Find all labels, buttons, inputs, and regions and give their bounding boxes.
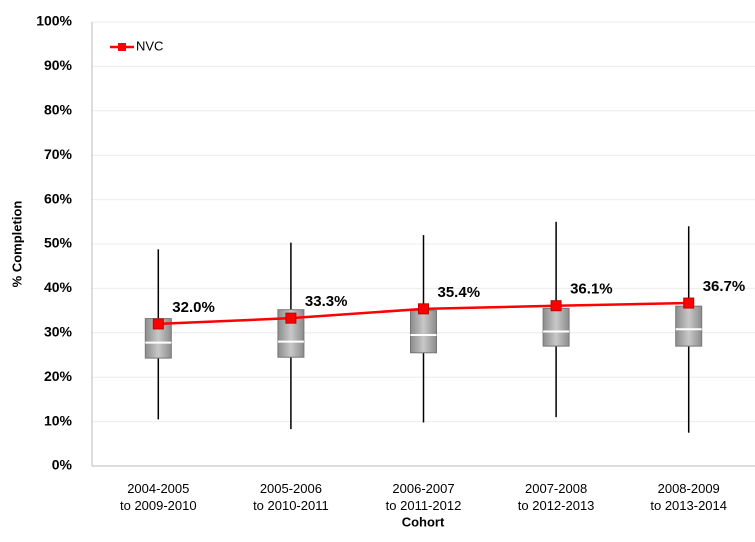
x-axis-label: Cohort bbox=[402, 514, 445, 529]
y-tick-label: 100% bbox=[36, 13, 72, 29]
box bbox=[675, 305, 703, 347]
y-tick-label: 20% bbox=[44, 368, 73, 384]
x-tick-label: 2005-2006 to 2010-2011 bbox=[253, 481, 329, 513]
y-axis-label: % Completion bbox=[9, 201, 24, 288]
y-tick-label: 30% bbox=[44, 324, 73, 340]
y-tick-label: 90% bbox=[44, 57, 73, 73]
x-tick-label: 2008-2009 to 2013-2014 bbox=[650, 481, 727, 513]
x-tick-line: to 2011-2012 bbox=[386, 498, 462, 513]
x-tick-label: 2007-2008 to 2012-2013 bbox=[518, 481, 595, 513]
y-tick-label: 70% bbox=[44, 146, 73, 162]
x-tick-line: to 2012-2013 bbox=[518, 498, 595, 513]
y-tick-label: 40% bbox=[44, 279, 73, 295]
x-tick-line: 2008-2009 bbox=[658, 481, 720, 496]
marker bbox=[683, 297, 695, 309]
x-tick-label: 2004-2005 to 2009-2010 bbox=[120, 481, 197, 513]
x-tick-line: 2006-2007 bbox=[392, 481, 454, 496]
marker bbox=[152, 318, 164, 330]
marker bbox=[418, 303, 429, 315]
y-tick-label: 60% bbox=[44, 190, 73, 206]
x-tick-label: 2006-2007 to 2011-2012 bbox=[386, 481, 462, 513]
value-label: 36.7% bbox=[703, 278, 746, 295]
value-label: 35.4% bbox=[438, 284, 481, 301]
x-tick-line: 2007-2008 bbox=[525, 481, 587, 496]
marker bbox=[550, 300, 562, 312]
value-label: 33.3% bbox=[305, 293, 348, 310]
x-tick-line: to 2010-2011 bbox=[253, 498, 329, 513]
value-label: 32.0% bbox=[172, 299, 215, 316]
x-tick-line: to 2009-2010 bbox=[120, 498, 197, 513]
box bbox=[410, 310, 437, 354]
y-tick-label: 50% bbox=[44, 235, 73, 251]
y-tick-label: 80% bbox=[44, 102, 73, 118]
y-tick-label: 0% bbox=[52, 457, 73, 473]
x-tick-line: 2005-2006 bbox=[260, 481, 322, 496]
marker bbox=[285, 312, 297, 324]
legend-label: NVC bbox=[136, 38, 163, 53]
x-tick-line: to 2013-2014 bbox=[650, 498, 727, 513]
box bbox=[542, 307, 570, 347]
legend-marker bbox=[118, 43, 126, 51]
value-label: 36.1% bbox=[570, 281, 613, 298]
y-tick-label: 10% bbox=[44, 412, 73, 428]
x-tick-line: 2004-2005 bbox=[127, 481, 189, 496]
